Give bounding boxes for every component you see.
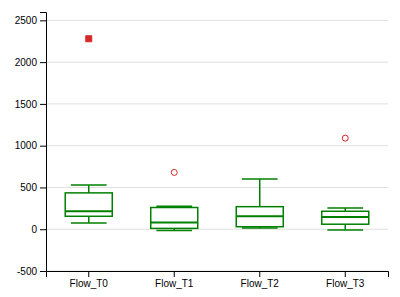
y-tick: 1000 bbox=[15, 140, 46, 151]
box bbox=[151, 208, 198, 229]
y-tick-label: 2000 bbox=[15, 57, 38, 68]
y-tick: -500 bbox=[17, 266, 46, 277]
x-tick-mark bbox=[174, 271, 175, 277]
x-axis: Flow_T0 Flow_T1 Flow_T2 Flow_T3 bbox=[47, 271, 389, 289]
box bbox=[322, 211, 369, 224]
grid-line bbox=[46, 229, 388, 230]
whisker-cap-low bbox=[71, 222, 107, 224]
outlier-filled bbox=[86, 36, 92, 42]
y-tick-mark bbox=[40, 146, 46, 147]
whisker-cap-low bbox=[156, 230, 192, 232]
box-plot bbox=[65, 36, 112, 223]
y-tick-label: 500 bbox=[20, 182, 37, 193]
box-plot bbox=[151, 169, 198, 230]
y-tick: 2000 bbox=[15, 57, 46, 68]
box-plot bbox=[322, 135, 369, 230]
y-tick-mark bbox=[40, 271, 46, 272]
y-axis: -500 0 500 1000 1500 2000 2500 bbox=[15, 13, 47, 277]
x-tick: Flow_T1 bbox=[155, 271, 194, 289]
x-tick-label: Flow_T3 bbox=[326, 278, 365, 289]
y-tick: 2500 bbox=[15, 15, 46, 26]
y-tick-mark bbox=[40, 229, 46, 230]
whisker-cap-high bbox=[242, 178, 278, 180]
whisker-low bbox=[88, 216, 90, 223]
y-tick-mark bbox=[40, 62, 46, 63]
grid-line bbox=[46, 187, 388, 188]
outlier-open bbox=[171, 169, 177, 175]
x-tick-label: Flow_T0 bbox=[70, 278, 109, 289]
y-tick: 500 bbox=[20, 182, 46, 193]
grid-line bbox=[46, 20, 388, 21]
plot: -50005001000150020002500Flow_T0Flow_T1Fl… bbox=[15, 13, 389, 290]
grid-line bbox=[46, 103, 388, 104]
y-tick-label: 1500 bbox=[15, 99, 38, 110]
whisker-cap-low bbox=[327, 229, 363, 231]
whisker-cap-high bbox=[327, 207, 363, 209]
x-tick: Flow_T2 bbox=[241, 271, 280, 289]
median bbox=[236, 215, 283, 217]
whisker-high bbox=[259, 179, 261, 207]
median bbox=[322, 216, 369, 218]
y-tick-label: 0 bbox=[31, 224, 37, 235]
whisker-cap-high bbox=[71, 184, 107, 186]
median bbox=[151, 222, 198, 224]
y-tick-mark bbox=[40, 187, 46, 188]
box-plot bbox=[236, 179, 283, 228]
whisker-low bbox=[345, 224, 347, 230]
grid-line bbox=[46, 62, 388, 63]
grid-line bbox=[46, 145, 388, 146]
y-tick-mark bbox=[40, 104, 46, 105]
x-tick-label: Flow_T2 bbox=[241, 278, 280, 289]
chart: -50005001000150020002500Flow_T0Flow_T1Fl… bbox=[0, 0, 400, 297]
y-tick: 0 bbox=[31, 224, 46, 235]
whisker-high bbox=[88, 185, 90, 193]
boxes bbox=[65, 36, 369, 231]
x-tick-mark bbox=[259, 271, 260, 277]
median bbox=[65, 210, 112, 212]
y-tick-label: -500 bbox=[17, 266, 37, 277]
x-tick-mark bbox=[88, 271, 89, 277]
grid bbox=[46, 20, 388, 271]
x-tick: Flow_T3 bbox=[326, 271, 365, 289]
y-tick-mark bbox=[40, 20, 46, 21]
y-tick: 1500 bbox=[15, 99, 46, 110]
box bbox=[65, 193, 112, 216]
y-tick-label: 2500 bbox=[15, 15, 38, 26]
x-tick: Flow_T0 bbox=[70, 271, 109, 289]
x-tick-mark bbox=[345, 271, 346, 277]
x-axis-line bbox=[47, 272, 389, 278]
y-tick-label: 1000 bbox=[15, 140, 38, 151]
y-axis-line bbox=[40, 13, 47, 272]
outlier-open bbox=[342, 135, 348, 141]
x-tick-label: Flow_T1 bbox=[155, 278, 194, 289]
box bbox=[236, 207, 283, 227]
